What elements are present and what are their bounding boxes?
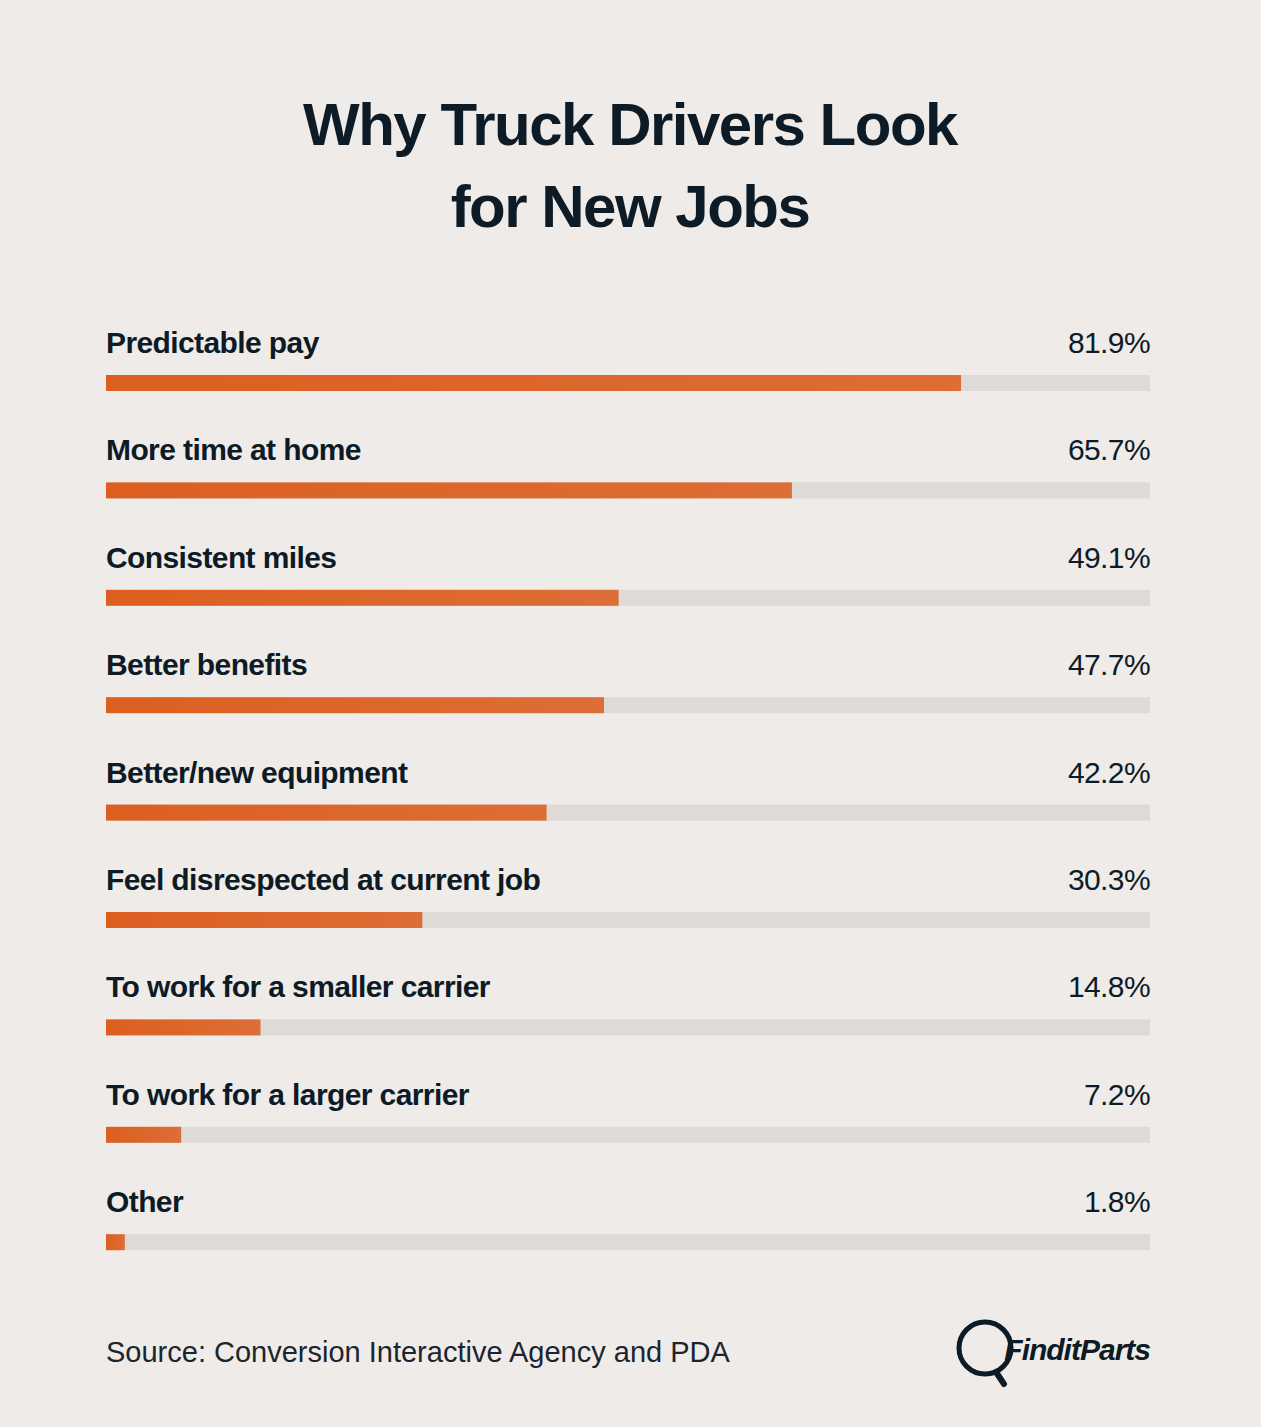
bar-track <box>106 805 1150 821</box>
bar <box>106 375 961 391</box>
category-label: Feel disrespected at current job <box>106 863 541 896</box>
value-label: 49.1% <box>1068 541 1150 574</box>
value-label: 42.2% <box>1068 756 1150 789</box>
value-label: 47.7% <box>1068 648 1150 681</box>
value-label: 7.2% <box>1084 1078 1150 1111</box>
bar <box>106 912 422 928</box>
value-label: 1.8% <box>1084 1185 1150 1218</box>
bar-track <box>106 482 1150 498</box>
title: Why Truck Drivers Look for New Jobs <box>280 84 980 248</box>
bar <box>106 805 547 821</box>
bar-track <box>106 912 1150 928</box>
logo: FinditParts <box>959 1322 1150 1384</box>
bar <box>106 482 792 498</box>
bar <box>106 1234 125 1250</box>
bar-track <box>106 375 1150 391</box>
bar-track <box>106 1127 1150 1143</box>
category-label: Better benefits <box>106 648 307 681</box>
bar-track <box>106 1019 1150 1035</box>
logo-ring <box>959 1322 1011 1374</box>
source: Source: Conversion Interactive Agency an… <box>106 1336 730 1368</box>
category-label: To work for a larger carrier <box>106 1078 470 1111</box>
category-label: Other <box>106 1185 184 1218</box>
category-label: To work for a smaller carrier <box>106 970 491 1003</box>
bar <box>106 1127 181 1143</box>
value-label: 81.9% <box>1068 326 1150 359</box>
bar-track <box>106 697 1150 713</box>
category-label: Consistent miles <box>106 541 336 574</box>
bar <box>106 697 604 713</box>
bars <box>106 375 961 1250</box>
chart: Predictable pay 81.9% More time at home 65.… <box>0 0 1261 1427</box>
category-label: Predictable pay <box>106 326 320 359</box>
tracks <box>106 375 1150 1250</box>
value-label: 30.3% <box>1068 863 1150 896</box>
logo-handle <box>996 1372 1004 1384</box>
category-label: More time at home <box>106 433 361 466</box>
value-label: 65.7% <box>1068 433 1150 466</box>
bar-track <box>106 1234 1150 1250</box>
bar-track <box>106 590 1150 606</box>
logo-text: FinditParts <box>1004 1333 1150 1366</box>
value-label: 14.8% <box>1068 970 1150 1003</box>
labels: Predictable pay 81.9% More time at home 65.… <box>106 326 1150 1218</box>
bar <box>106 590 619 606</box>
category-label: Better/new equipment <box>106 756 408 789</box>
bar <box>106 1019 261 1035</box>
